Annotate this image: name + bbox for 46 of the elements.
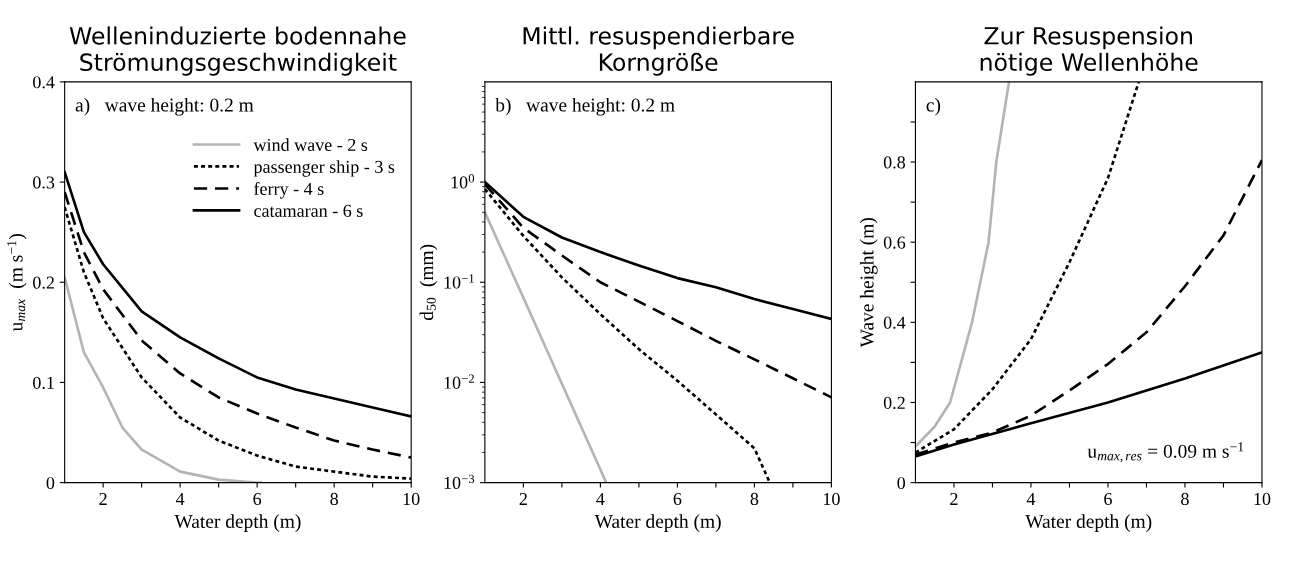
x-axis-title: Water depth (m) [1025, 514, 1152, 532]
y-tick-label: 10$^{−2}$ [444, 374, 474, 389]
x-tick-label: 8 [750, 492, 759, 506]
x-tick-label: 6 [1104, 492, 1112, 506]
annotation: u$_{max,res}$ = 0.09 m s$^{−1}$ [1087, 442, 1244, 463]
x-tick-label: 2 [950, 492, 958, 505]
y-tick-label: 0.4 [883, 316, 906, 329]
y-tick-label: 0.3 [33, 176, 55, 189]
x-tick-label: 2 [99, 492, 107, 505]
x-tick-label: 4 [176, 492, 185, 505]
x-tick-label: 6 [673, 492, 682, 506]
x-tick-label: 8 [330, 492, 338, 506]
y-axis-title: u$_{max}$ (m s$^{−1}$) [7, 234, 27, 332]
x-tick-label: 10 [403, 492, 420, 506]
y-tick-label: 0.1 [33, 376, 54, 389]
y-tick-label: 0.2 [33, 276, 54, 289]
y-tick-label: 10$^{−3}$ [444, 474, 475, 489]
y-tick-label: 10$^{−1}$ [444, 274, 474, 289]
annotation: a) wave height: 0.2 m [75, 97, 254, 116]
x-tick-label: 2 [519, 492, 527, 505]
y-tick-label: 0 [897, 476, 906, 490]
x-axis-title: Water depth (m) [594, 514, 721, 532]
x-tick-label: 10 [823, 492, 840, 506]
y-tick-label: 0.6 [883, 236, 906, 249]
y-tick-label: 10$^{0}$ [451, 174, 475, 189]
x-axis-title: Water depth (m) [174, 514, 301, 532]
chart-title: Mittl. resuspendierbare Korngröße [523, 26, 794, 76]
legend-label: wind wave - 2 s [253, 138, 368, 152]
x-tick-label: 4 [596, 492, 605, 505]
annotation: b) wave height: 0.2 m [495, 97, 675, 116]
x-tick-label: 8 [1181, 492, 1189, 506]
chart-title: Zur Resuspension nötige Wellenhöhe [980, 26, 1198, 76]
legend-label: ferry - 4 s [254, 182, 324, 199]
y-tick-label: 0 [46, 476, 55, 490]
y-axis-title: d$_{50}$ (mm) [419, 244, 438, 321]
legend-label: passenger ship - 3 s [253, 160, 395, 177]
x-tick-label: 10 [1254, 492, 1271, 506]
y-axis-title: Wave height (m) [859, 218, 878, 348]
legend-label: catamaran - 6 s [254, 204, 363, 217]
x-tick-label: 4 [1026, 492, 1036, 505]
x-tick-label: 6 [253, 492, 262, 506]
y-tick-label: 0.2 [883, 396, 905, 409]
y-tick-label: 0.8 [883, 156, 906, 169]
chart-title: Welleninduzierte bodennahe Strömungsgeschwindigkeit [69, 26, 406, 76]
y-tick-label: 0.4 [33, 76, 55, 89]
annotation: c) [926, 97, 941, 116]
